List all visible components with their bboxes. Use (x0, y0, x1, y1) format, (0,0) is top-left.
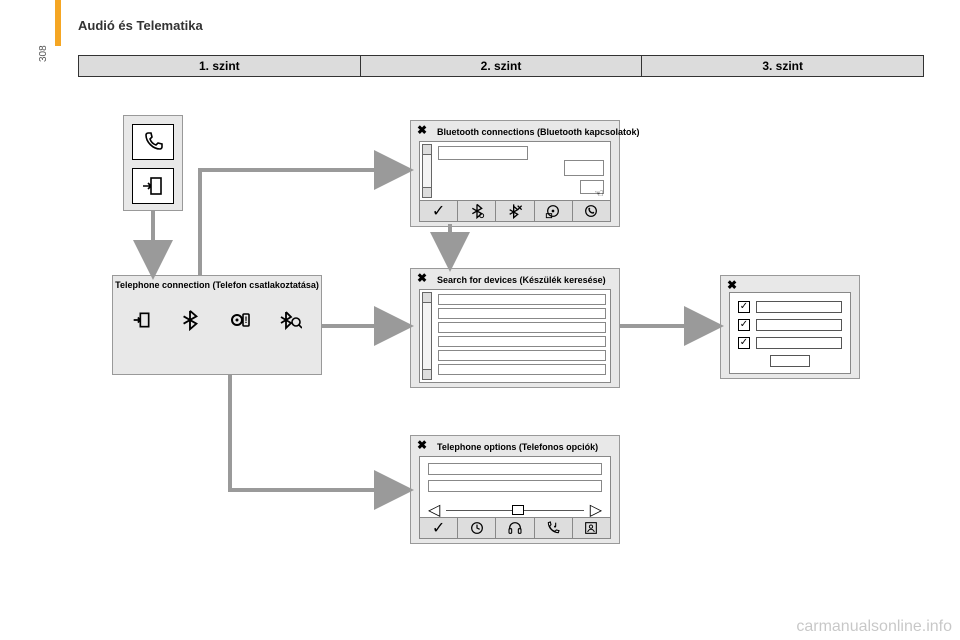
device-list (436, 290, 610, 382)
contacts-icon[interactable] (573, 518, 610, 538)
bt-settings-icon[interactable] (458, 201, 496, 221)
scrollbar[interactable] (422, 144, 432, 198)
headset-icon[interactable] (496, 518, 534, 538)
list-item[interactable] (438, 336, 606, 347)
device-select-panel: ✖ ✓ ✓ ✓ (720, 275, 860, 379)
watermark: carmanualsonline.info (796, 618, 952, 636)
list-item[interactable] (438, 308, 606, 319)
check-icon[interactable]: ✓ (420, 201, 458, 221)
checkbox-icon[interactable]: ✓ (738, 337, 750, 349)
telephone-options-panel: ✖ Telephone options (Telefonos opciók) ◁… (410, 435, 620, 544)
close-icon[interactable]: ✖ (417, 123, 427, 137)
telephone-options-footer: ✓ (419, 518, 611, 539)
level-2-header: 2. szint (361, 56, 643, 76)
telephone-connection-title: Telephone connection (Telefon csatlakozt… (113, 276, 321, 294)
bt-media-icon[interactable] (535, 201, 573, 221)
option-bar (428, 463, 602, 475)
list-item[interactable] (438, 322, 606, 333)
hand-icon: ☜ (594, 187, 604, 200)
checkbox-row[interactable]: ✓ (738, 337, 842, 349)
option-bar (428, 480, 602, 492)
triangle-left-icon[interactable]: ◁ (428, 500, 440, 520)
bluetooth-connections-title: Bluetooth connections (Bluetooth kapcsol… (437, 127, 615, 137)
scrollbar[interactable] (422, 292, 432, 380)
phone-lift-icon (132, 124, 174, 160)
clock-icon[interactable] (458, 518, 496, 538)
level-header: 1. szint 2. szint 3. szint (78, 55, 924, 77)
settings-alert-icon[interactable]: ! (227, 308, 251, 338)
close-icon[interactable]: ✖ (727, 278, 737, 292)
input-source-icon (132, 168, 174, 204)
bluetooth-icon[interactable] (179, 309, 201, 337)
svg-text:!: ! (245, 315, 248, 325)
input-source-icon[interactable] (132, 310, 152, 336)
triangle-right-icon[interactable]: ▷ (590, 500, 602, 520)
list-item[interactable] (438, 350, 606, 361)
search-devices-panel: ✖ Search for devices (Készülék keresése) (410, 268, 620, 388)
checkbox-row[interactable]: ✓ (738, 301, 842, 313)
checkbox-icon[interactable]: ✓ (738, 301, 750, 313)
bluetooth-connections-footer: ✓ (419, 201, 611, 222)
bt-phone-icon[interactable] (573, 201, 610, 221)
list-item[interactable] (438, 294, 606, 305)
confirm-button[interactable] (770, 355, 810, 367)
call-music-icon[interactable] (535, 518, 573, 538)
slider-row[interactable]: ◁ ▷ (428, 500, 602, 520)
close-icon[interactable]: ✖ (417, 438, 427, 452)
level-1-header: 1. szint (79, 56, 361, 76)
checkbox-icon[interactable]: ✓ (738, 319, 750, 331)
bluetooth-pair-icon[interactable] (278, 308, 302, 338)
source-icons-box (123, 115, 183, 211)
bt-cancel-icon[interactable] (496, 201, 534, 221)
page-number: 308 (38, 45, 49, 62)
bluetooth-connections-panel: ✖ Bluetooth connections (Bluetooth kapcs… (410, 120, 620, 227)
list-item[interactable] (438, 364, 606, 375)
accent-bar (55, 0, 61, 46)
check-icon[interactable]: ✓ (420, 518, 458, 538)
search-devices-title: Search for devices (Készülék keresése) (437, 275, 615, 285)
telephone-options-title: Telephone options (Telefonos opciók) (437, 442, 615, 452)
checkbox-row[interactable]: ✓ (738, 319, 842, 331)
level-3-header: 3. szint (642, 56, 923, 76)
section-title: Audió és Telematika (78, 18, 203, 33)
close-icon[interactable]: ✖ (417, 271, 427, 285)
telephone-connection-panel: Telephone connection (Telefon csatlakozt… (112, 275, 322, 375)
